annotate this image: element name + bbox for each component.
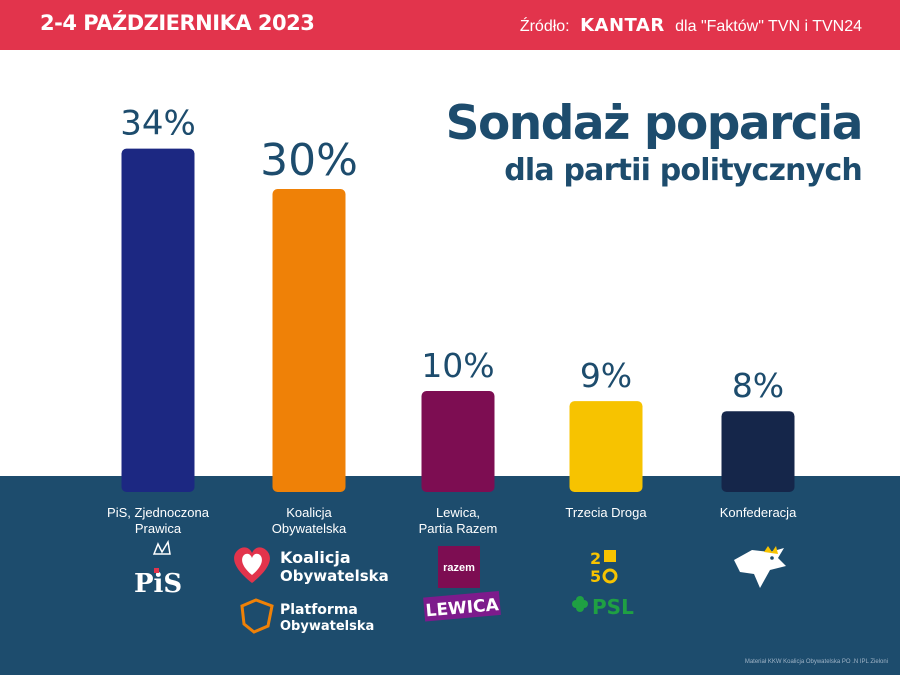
category-label-line: Konfederacja xyxy=(719,505,797,520)
po-emblem-icon xyxy=(240,598,274,634)
category-label-0: PiS, Zjednoczona Prawica xyxy=(73,505,243,537)
crown-icon xyxy=(764,546,778,554)
header-bar: 2-4 PAŹDZIERNIKA 2023 Źródło: KANTAR dla… xyxy=(0,0,900,50)
eagle-crown-icon xyxy=(152,540,171,555)
category-label-1: Koalicja Obywatelska xyxy=(224,505,394,537)
pis-logo: PiS xyxy=(134,540,182,599)
source-prefix: Źródło: xyxy=(519,18,570,35)
source-suffix: dla "Faktów" TVN i TVN24 xyxy=(675,18,862,35)
heart-inner-icon xyxy=(242,553,262,575)
platforma-obywatelska-logo: Platforma Obywatelska xyxy=(240,598,374,634)
po-logo-line1: Platforma xyxy=(280,602,358,618)
bar-0 xyxy=(121,148,195,492)
category-label-3: Trzecia Droga xyxy=(521,505,691,521)
category-label-line: PiS, Zjednoczona xyxy=(107,505,209,520)
po-logo-line2: Obywatelska xyxy=(280,619,374,634)
bar-4 xyxy=(721,411,795,492)
bar-value-label-4: 8% xyxy=(732,366,784,405)
pis-logo-text: PiS xyxy=(134,569,182,599)
ko-logo-line1: Koalicja xyxy=(280,548,351,567)
chart-title: Sondaż poparcia dla partii politycznych xyxy=(445,96,864,190)
category-label-line: Koalicja xyxy=(286,505,332,520)
source-credit: Źródło: KANTAR dla "Faktów" TVN i TVN24 xyxy=(520,15,862,36)
bar-value-label-0: 34% xyxy=(120,104,196,144)
bar-1 xyxy=(272,189,346,492)
clover-icon xyxy=(572,596,588,612)
razem-logo-text: razem xyxy=(443,562,475,574)
source-brand: KANTAR xyxy=(580,15,665,36)
category-label-line: Lewica, xyxy=(435,505,481,520)
chart-title-line1: Sondaż poparcia xyxy=(445,96,864,151)
lewica-banner-icon xyxy=(423,590,501,622)
category-label-2: Lewica, Partia Razem xyxy=(373,505,543,537)
psl-logo-text: PSL xyxy=(592,595,634,619)
svg-text:5: 5 xyxy=(590,567,601,586)
lewica-razem-logo: razem LEWICA xyxy=(423,546,501,622)
eagle-icon xyxy=(734,548,786,588)
chart-title-line2: dla partii politycznych xyxy=(504,153,863,188)
category-label-line: Prawica xyxy=(134,521,182,536)
svg-text:2: 2 xyxy=(590,549,601,568)
trzecia-droga-logo: 2 5 PSL xyxy=(572,549,634,619)
pis-dot-icon xyxy=(154,568,159,573)
bar-value-label-3: 9% xyxy=(580,356,632,395)
koalicja-obywatelska-logo: Koalicja Obywatelska xyxy=(234,547,389,585)
survey-date: 2-4 PAŹDZIERNIKA 2023 xyxy=(40,11,315,35)
category-label-4: Konfederacja xyxy=(673,505,843,521)
bar-value-label-2: 10% xyxy=(421,346,494,385)
category-label-line: Trzecia Droga xyxy=(565,505,647,520)
category-label-line: Partia Razem xyxy=(418,521,498,536)
razem-square-icon xyxy=(438,546,480,588)
bar-value-label-1: 30% xyxy=(260,135,358,186)
category-label-line: Obywatelska xyxy=(271,521,347,536)
ko-logo-line2: Obywatelska xyxy=(280,567,389,585)
konfederacja-logo xyxy=(734,546,786,588)
footnote: Materiał KKW Koalicja Obywatelska PO .N … xyxy=(744,659,888,665)
bar-3 xyxy=(569,401,643,492)
bar-2 xyxy=(421,391,495,492)
